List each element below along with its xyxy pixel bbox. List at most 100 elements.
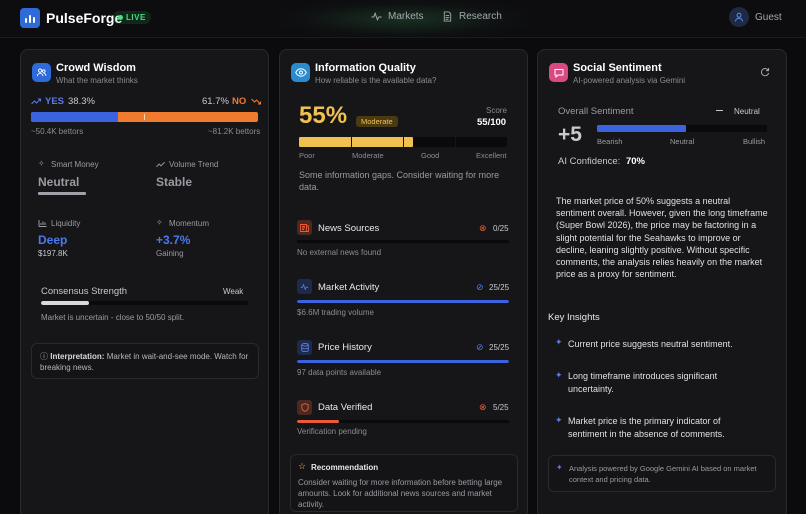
quality-bar-fill — [299, 137, 414, 147]
document-icon — [443, 11, 452, 22]
newspaper-icon — [297, 220, 312, 235]
row-name: Data Verified — [318, 402, 373, 413]
quality-bar — [299, 137, 507, 147]
scale-excellent: Excellent — [476, 151, 507, 160]
yes-bar-fill — [31, 112, 118, 122]
card-title: Information Quality — [315, 62, 416, 74]
sentiment-bar-fill — [597, 125, 687, 132]
midpoint-marker — [144, 114, 145, 120]
row-note: No external news found — [297, 248, 382, 257]
insights-title: Key Insights — [548, 312, 600, 323]
scale-separator — [351, 137, 352, 147]
gap-note: Some information gaps. Consider waiting … — [299, 170, 500, 192]
scale-poor: Poor — [299, 151, 315, 160]
refresh-icon[interactable] — [760, 67, 770, 77]
row-bar — [297, 360, 509, 363]
nav-research-label: Research — [459, 11, 502, 22]
neutral-dash-icon — [716, 110, 723, 111]
sparkle-icon: ✦ — [556, 463, 563, 472]
card-subtitle: AI-powered analysis via Gemini — [573, 76, 686, 85]
insight-item: Current price suggests neutral sentiment… — [568, 339, 733, 349]
check-circle-icon: ⊘ — [476, 342, 484, 352]
confidence-value: 70% — [625, 156, 645, 167]
sparkle-icon: ✦ — [555, 337, 563, 347]
sentiment-bar — [597, 125, 767, 132]
logo-icon[interactable] — [20, 8, 40, 28]
row-bar — [297, 420, 509, 423]
smart-money-label: Smart Money — [51, 160, 99, 169]
social-sentiment-card: Social Sentiment AI-powered analysis via… — [537, 49, 787, 514]
row-bar-fill — [297, 360, 509, 363]
bar-chart-icon — [38, 220, 47, 227]
scale-neutral: Neutral — [670, 137, 695, 146]
quality-badge: Moderate — [356, 116, 398, 127]
momentum-label: Momentum — [169, 219, 210, 228]
scale-separator — [403, 137, 404, 147]
row-score: 25/25 — [489, 283, 510, 292]
overall-label: Overall Sentiment — [558, 106, 634, 117]
consensus-label: Consensus Strength — [41, 286, 128, 297]
row-bar — [297, 240, 509, 243]
scale-bearish: Bearish — [597, 137, 623, 146]
row-note: Verification pending — [297, 427, 367, 436]
info-icon: ⓘ — [40, 352, 48, 361]
header-glow — [280, 0, 530, 38]
row-note: 97 data points available — [297, 368, 382, 377]
scale-moderate: Moderate — [352, 151, 384, 160]
insight-item: Market price is the primary indicator of… — [568, 416, 725, 439]
recommendation-text: Consider waiting for more information be… — [298, 478, 503, 509]
chat-icon — [549, 63, 568, 82]
overall-value: Neutral — [734, 107, 760, 116]
nav-markets[interactable]: Markets — [371, 11, 424, 22]
yes-bettors: ~50.4K bettors — [31, 127, 84, 136]
nav-research[interactable]: Research — [442, 11, 502, 22]
insight-item: Long timeframe introduces significant un… — [568, 371, 718, 394]
consensus-bar-fill — [41, 301, 89, 305]
row-name: News Sources — [318, 223, 380, 234]
recommendation-title: Recommendation — [311, 463, 379, 472]
x-circle-icon: ⊗ — [479, 402, 487, 412]
recommendation-box: ☆ Recommendation Consider waiting for mo… — [290, 454, 518, 512]
sentiment-score: +5 — [558, 123, 582, 146]
row-note: $6.6M trading volume — [297, 308, 374, 317]
card-subtitle: What the market thinks — [56, 76, 138, 85]
interpretation-label: Interpretation: — [50, 352, 105, 361]
row-bar-fill — [297, 420, 340, 423]
score-value: 55/100 — [477, 117, 507, 128]
check-circle-icon: ⊘ — [476, 282, 484, 292]
score-label: Score — [486, 106, 507, 115]
live-badge: LIVE — [113, 11, 151, 24]
sentiment-analysis: The market price of 50% suggests a neutr… — [556, 196, 768, 280]
row-name: Price History — [318, 342, 372, 353]
row-score: 5/25 — [493, 403, 509, 412]
volume-trend-icon — [156, 161, 165, 168]
confidence-label: AI Confidence: — [558, 156, 621, 167]
gemini-note: Analysis powered by Google Gemini AI bas… — [569, 464, 757, 484]
smart-money-value: Neutral — [38, 175, 80, 189]
row-score: 25/25 — [489, 343, 510, 352]
database-icon — [297, 340, 312, 355]
smart-money-underline — [38, 192, 86, 195]
volume-trend-label: Volume Trend — [169, 160, 219, 169]
yes-no-bar — [31, 112, 258, 122]
consensus-note: Market is uncertain - close to 50/50 spl… — [41, 313, 185, 322]
no-label: NO — [232, 96, 247, 107]
yes-label: YES — [45, 96, 65, 107]
user-avatar[interactable] — [729, 7, 749, 27]
interpretation-box: ⓘ Interpretation: Market in wait-and-see… — [31, 343, 259, 379]
consensus-bar — [41, 301, 248, 305]
card-subtitle: How reliable is the available data? — [315, 76, 437, 85]
activity-icon — [297, 279, 312, 294]
interpretation-text: ⓘ Interpretation: Market in wait-and-see… — [40, 351, 252, 373]
volume-trend-value: Stable — [156, 175, 193, 189]
liquidity-value: Deep — [38, 233, 68, 247]
row-score: 0/25 — [493, 224, 509, 233]
eye-icon — [291, 63, 310, 82]
shield-icon — [297, 400, 312, 415]
no-bettors: ~81.2K bettors — [208, 127, 261, 136]
row-name: Market Activity — [318, 282, 380, 293]
smart-money-icon: ✧ — [38, 159, 45, 168]
trend-up-icon — [31, 98, 41, 105]
guest-label[interactable]: Guest — [755, 12, 782, 23]
brand-name[interactable]: PulseForge — [46, 10, 123, 26]
